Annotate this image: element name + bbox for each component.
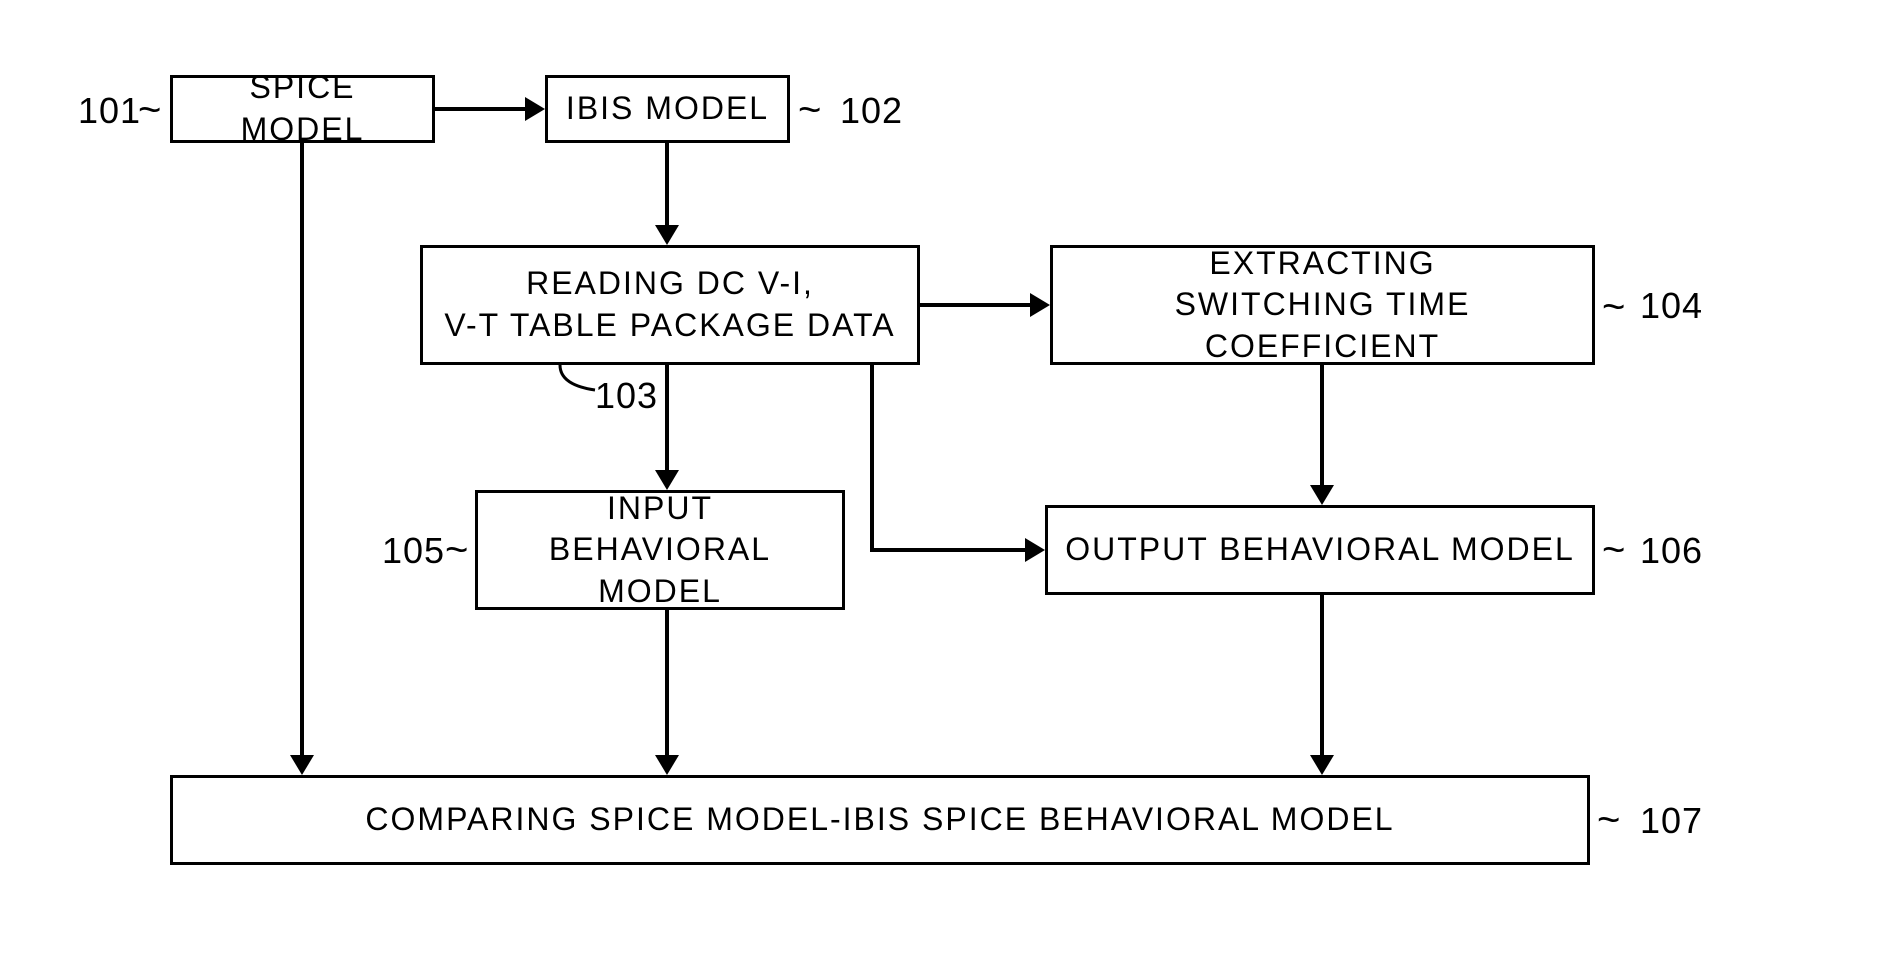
node-extracting-switching: EXTRACTING SWITCHING TIME COEFFICIENT [1050,245,1595,365]
ref-label-101: 101 [78,90,141,132]
node-label: EXTRACTING SWITCHING TIME COEFFICIENT [1069,243,1576,368]
node-reading-dc: READING DC V-I, V-T TABLE PACKAGE DATA [420,245,920,365]
node-label: COMPARING SPICE MODEL-IBIS SPICE BEHAVIO… [365,799,1394,841]
ref-label-106: 106 [1640,530,1703,572]
edge-103-104 [920,303,1030,307]
arrow-head [1310,755,1334,775]
ref-label-107: 107 [1640,800,1703,842]
arrow-head [525,97,545,121]
ref-label-102: 102 [840,90,903,132]
arrow-head [1025,538,1045,562]
arrow-head [655,470,679,490]
arrow-head [290,755,314,775]
edge-105-107 [665,610,669,755]
edge-106-107 [1320,595,1324,755]
ref-connector: ~ [445,528,468,573]
node-input-behavioral: INPUT BEHAVIORAL MODEL [475,490,845,610]
ref-connector: ~ [1602,528,1625,573]
node-label: OUTPUT BEHAVIORAL MODEL [1065,529,1575,571]
node-label: SPICE MODEL [189,67,416,150]
edge-101-102 [435,107,525,111]
edge-103-105 [665,365,669,470]
ref-label-105: 105 [382,530,445,572]
node-ibis-model: IBIS MODEL [545,75,790,143]
ref-connector: ~ [798,88,821,133]
ref-connector: ~ [1602,285,1625,330]
ref-label-104: 104 [1640,285,1703,327]
edge-103-106-horiz [870,548,1025,552]
ref-label-103: 103 [595,375,658,417]
node-spice-model: SPICE MODEL [170,75,435,143]
node-label: IBIS MODEL [566,88,769,130]
edge-103-106-vert [870,365,874,548]
edge-102-103 [665,143,669,225]
node-output-behavioral: OUTPUT BEHAVIORAL MODEL [1045,505,1595,595]
arrow-head [1030,293,1050,317]
ref-connector: ~ [1597,798,1620,843]
node-comparing: COMPARING SPICE MODEL-IBIS SPICE BEHAVIO… [170,775,1590,865]
ref-connector: ~ [138,88,161,133]
edge-101-107 [300,143,304,755]
node-label: INPUT BEHAVIORAL MODEL [494,488,826,613]
edge-104-106 [1320,365,1324,485]
node-label: READING DC V-I, V-T TABLE PACKAGE DATA [444,263,895,346]
arrow-head [1310,485,1334,505]
arrow-head [655,755,679,775]
arrow-head [655,225,679,245]
